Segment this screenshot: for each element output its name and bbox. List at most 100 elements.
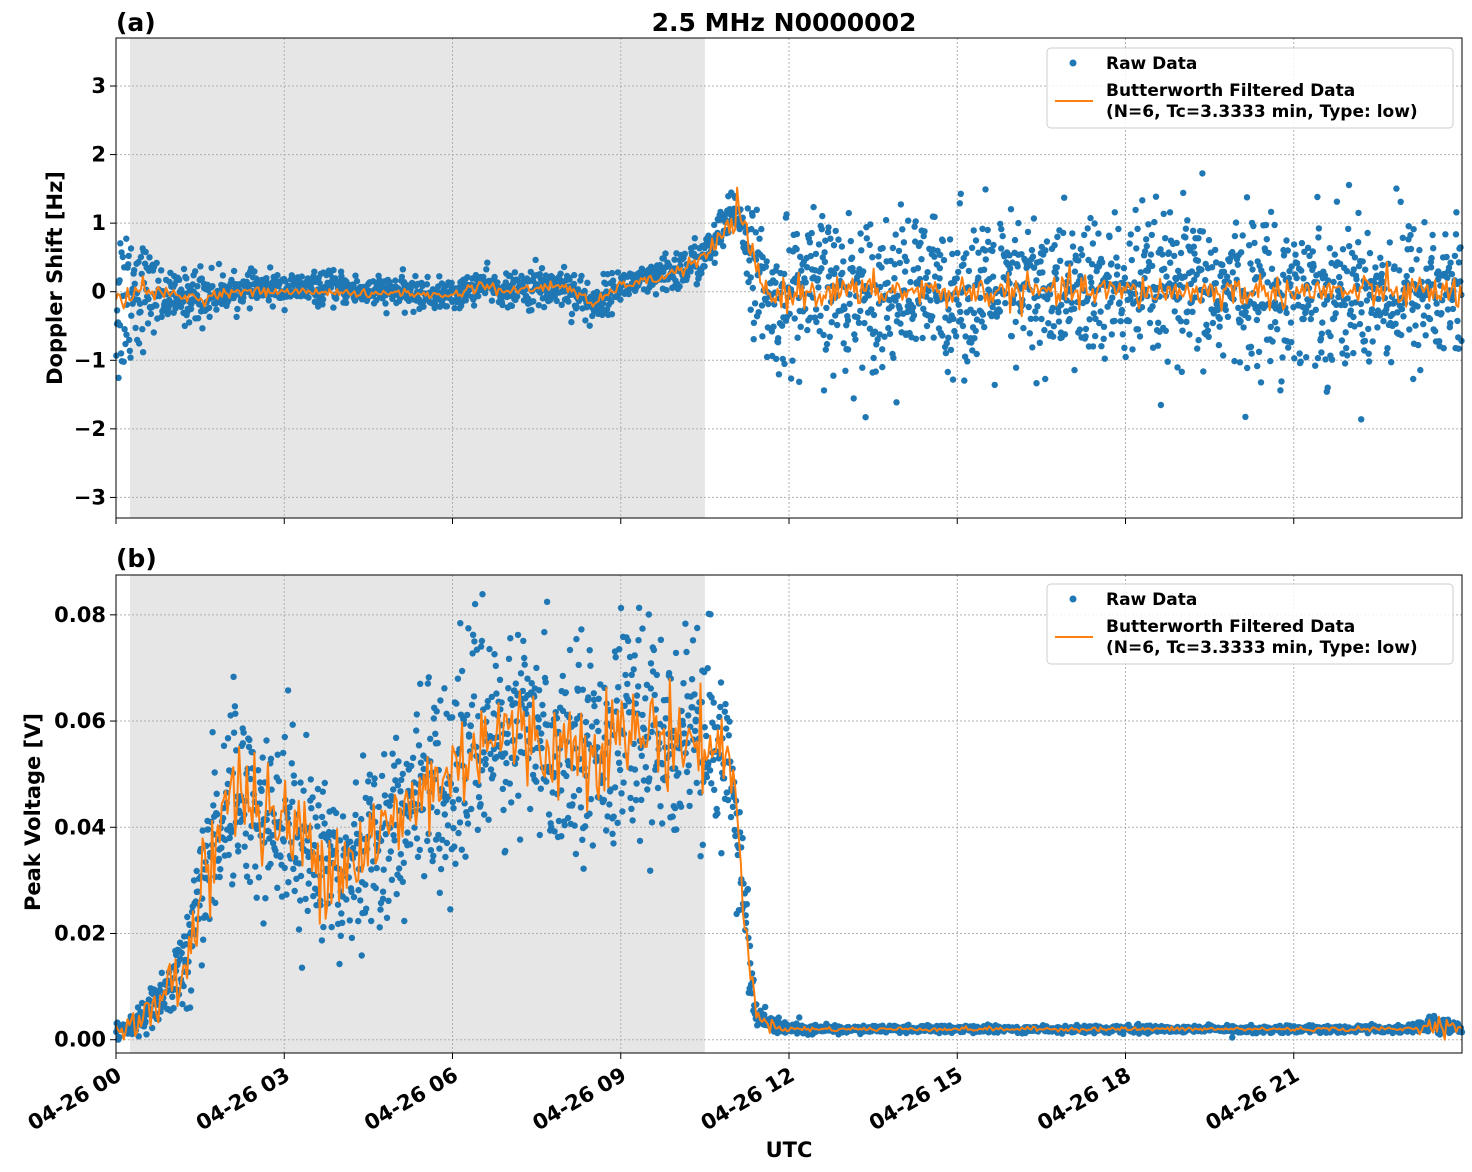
raw-data-point	[1242, 413, 1249, 421]
raw-data-point	[989, 273, 997, 280]
raw-data-point	[909, 304, 917, 311]
raw-data-point	[1044, 295, 1051, 303]
raw-data-point	[920, 305, 927, 312]
raw-data-point	[215, 855, 223, 863]
raw-data-point	[131, 280, 138, 287]
y-tick-label: 3	[91, 74, 106, 98]
raw-data-point	[410, 308, 417, 315]
raw-data-point	[339, 283, 347, 290]
raw-data-point	[246, 305, 253, 312]
raw-data-point	[927, 297, 934, 304]
raw-data-point	[914, 265, 922, 272]
raw-data-point	[1061, 194, 1068, 201]
raw-data-point	[350, 282, 357, 289]
raw-data-point	[380, 866, 387, 873]
raw-data-point	[686, 802, 693, 810]
raw-data-point	[332, 809, 340, 817]
raw-data-point	[1038, 315, 1045, 323]
raw-data-point	[1088, 279, 1095, 286]
raw-data-point	[281, 864, 288, 872]
raw-data-point	[389, 750, 396, 757]
raw-data-point	[936, 265, 943, 272]
raw-data-point	[188, 301, 195, 308]
raw-data-point	[558, 833, 565, 840]
raw-data-point	[1069, 230, 1076, 237]
raw-data-point	[352, 272, 359, 279]
raw-data-point	[662, 715, 669, 722]
raw-data-point	[373, 864, 380, 872]
raw-data-point	[514, 277, 522, 285]
raw-data-point	[610, 813, 617, 820]
raw-data-point	[169, 993, 176, 1000]
raw-data-point	[358, 815, 365, 823]
raw-data-point	[572, 850, 580, 858]
raw-data-point	[823, 340, 831, 348]
raw-data-point	[193, 867, 200, 875]
raw-data-point	[230, 267, 238, 275]
raw-data-point	[217, 866, 224, 873]
raw-data-point	[210, 802, 217, 809]
raw-data-point	[241, 843, 248, 850]
raw-data-point	[1126, 240, 1133, 247]
raw-data-point	[1117, 318, 1124, 325]
raw-data-point	[483, 266, 490, 273]
raw-data-point	[125, 252, 132, 260]
raw-data-point	[1355, 209, 1362, 217]
raw-data-point	[1453, 209, 1460, 216]
raw-data-point	[433, 708, 440, 715]
raw-data-point	[939, 237, 947, 245]
raw-data-point	[1136, 333, 1144, 340]
raw-data-point	[219, 272, 227, 279]
raw-data-point	[866, 325, 874, 332]
raw-data-point	[351, 821, 358, 828]
raw-data-point	[901, 268, 909, 275]
raw-data-point	[1318, 349, 1325, 356]
raw-data-point	[1414, 303, 1421, 310]
raw-data-point	[672, 649, 680, 657]
raw-data-point	[845, 209, 852, 217]
raw-data-point	[1429, 231, 1436, 239]
raw-data-point	[545, 811, 553, 818]
raw-data-point	[187, 305, 195, 313]
raw-data-point	[631, 766, 639, 773]
raw-data-point	[1292, 251, 1299, 258]
raw-data-point	[957, 308, 964, 316]
raw-data-point	[395, 865, 403, 872]
raw-data-point	[116, 277, 123, 284]
raw-data-point	[228, 826, 235, 833]
raw-data-point	[1209, 319, 1217, 327]
raw-data-point	[636, 837, 644, 845]
raw-data-point	[1097, 308, 1104, 315]
raw-data-point	[647, 660, 655, 667]
raw-data-point	[1092, 332, 1099, 340]
raw-data-point	[1177, 249, 1185, 257]
raw-data-point	[252, 863, 259, 870]
raw-data-point	[436, 273, 443, 280]
raw-data-point	[647, 685, 654, 692]
raw-data-point	[1267, 357, 1274, 365]
raw-data-point	[475, 794, 483, 801]
panel-a-legend: Raw Data Butterworth Filtered Data (N=6,…	[1046, 47, 1454, 129]
raw-data-point	[413, 727, 420, 734]
raw-data-point	[297, 779, 304, 786]
raw-data-point	[192, 268, 199, 275]
raw-data-point	[184, 913, 191, 921]
raw-data-point	[1283, 309, 1290, 317]
panel-a-legend-filtered-params: (N=6, Tc=3.3333 min, Type: low)	[1106, 102, 1418, 122]
raw-data-point	[1121, 344, 1128, 351]
raw-data-point	[375, 803, 382, 811]
raw-data-point	[1239, 232, 1246, 239]
raw-data-point	[726, 718, 733, 725]
raw-data-point	[1106, 233, 1113, 241]
raw-data-point	[232, 710, 239, 717]
raw-data-point	[946, 236, 954, 243]
raw-data-point	[434, 739, 441, 747]
raw-data-point	[904, 308, 911, 316]
raw-data-point	[416, 846, 423, 854]
raw-data-point	[1032, 315, 1040, 322]
raw-data-point	[559, 672, 566, 680]
raw-data-point	[707, 611, 714, 618]
raw-data-point	[1042, 247, 1049, 254]
raw-data-point	[899, 226, 906, 233]
raw-data-point	[1410, 375, 1417, 383]
